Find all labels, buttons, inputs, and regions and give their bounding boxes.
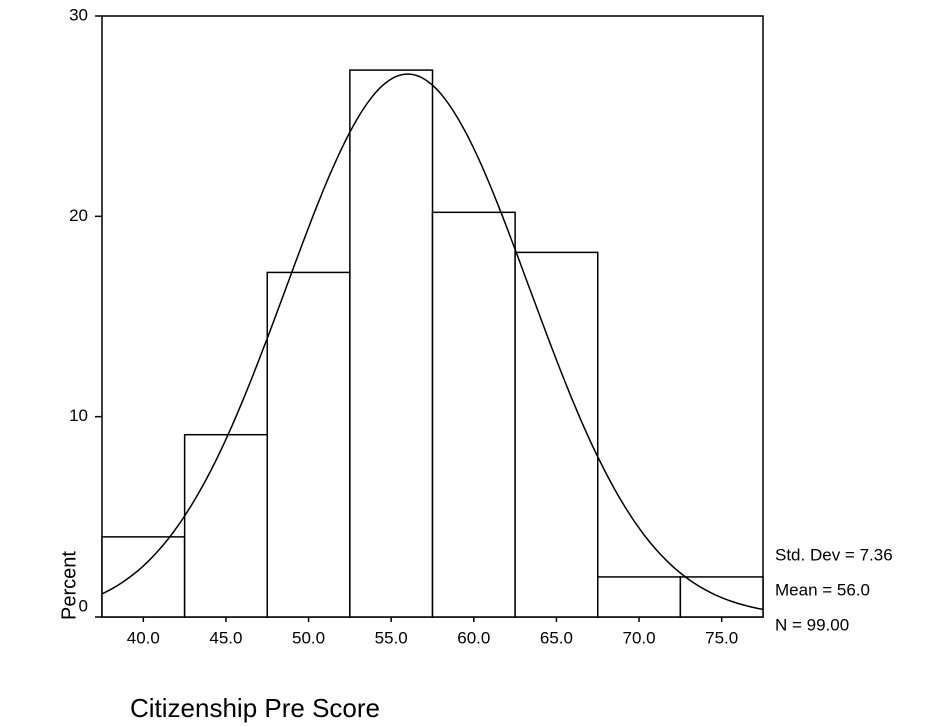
x-tick-label: 65.0 xyxy=(540,628,573,647)
x-tick-label: 55.0 xyxy=(375,628,408,647)
x-tick-label: 70.0 xyxy=(623,628,656,647)
bar xyxy=(183,433,268,618)
y-tick-label: 20 xyxy=(69,206,88,225)
bar xyxy=(514,251,599,618)
y-tick-label: 0 xyxy=(79,596,88,615)
y-tick-label: 30 xyxy=(69,5,88,24)
stat-label: Mean = 56.0 xyxy=(775,580,870,599)
x-tick-label: 75.0 xyxy=(705,628,738,647)
y-axis-title: Percent xyxy=(58,551,80,620)
bar xyxy=(266,271,351,618)
bar xyxy=(597,576,682,618)
normal-curve xyxy=(101,73,764,611)
x-tick-label: 40.0 xyxy=(127,628,160,647)
y-tick-label: 10 xyxy=(69,406,88,425)
bar xyxy=(431,211,516,618)
bar xyxy=(101,536,186,618)
bar xyxy=(349,69,434,618)
stat-label: Std. Dev = 7.36 xyxy=(775,545,893,564)
x-tick-label: 60.0 xyxy=(457,628,490,647)
x-tick-label: 45.0 xyxy=(209,628,242,647)
x-axis-title: Citizenship Pre Score xyxy=(130,693,380,723)
x-tick-label: 50.0 xyxy=(292,628,325,647)
stat-label: N = 99.00 xyxy=(775,615,849,634)
